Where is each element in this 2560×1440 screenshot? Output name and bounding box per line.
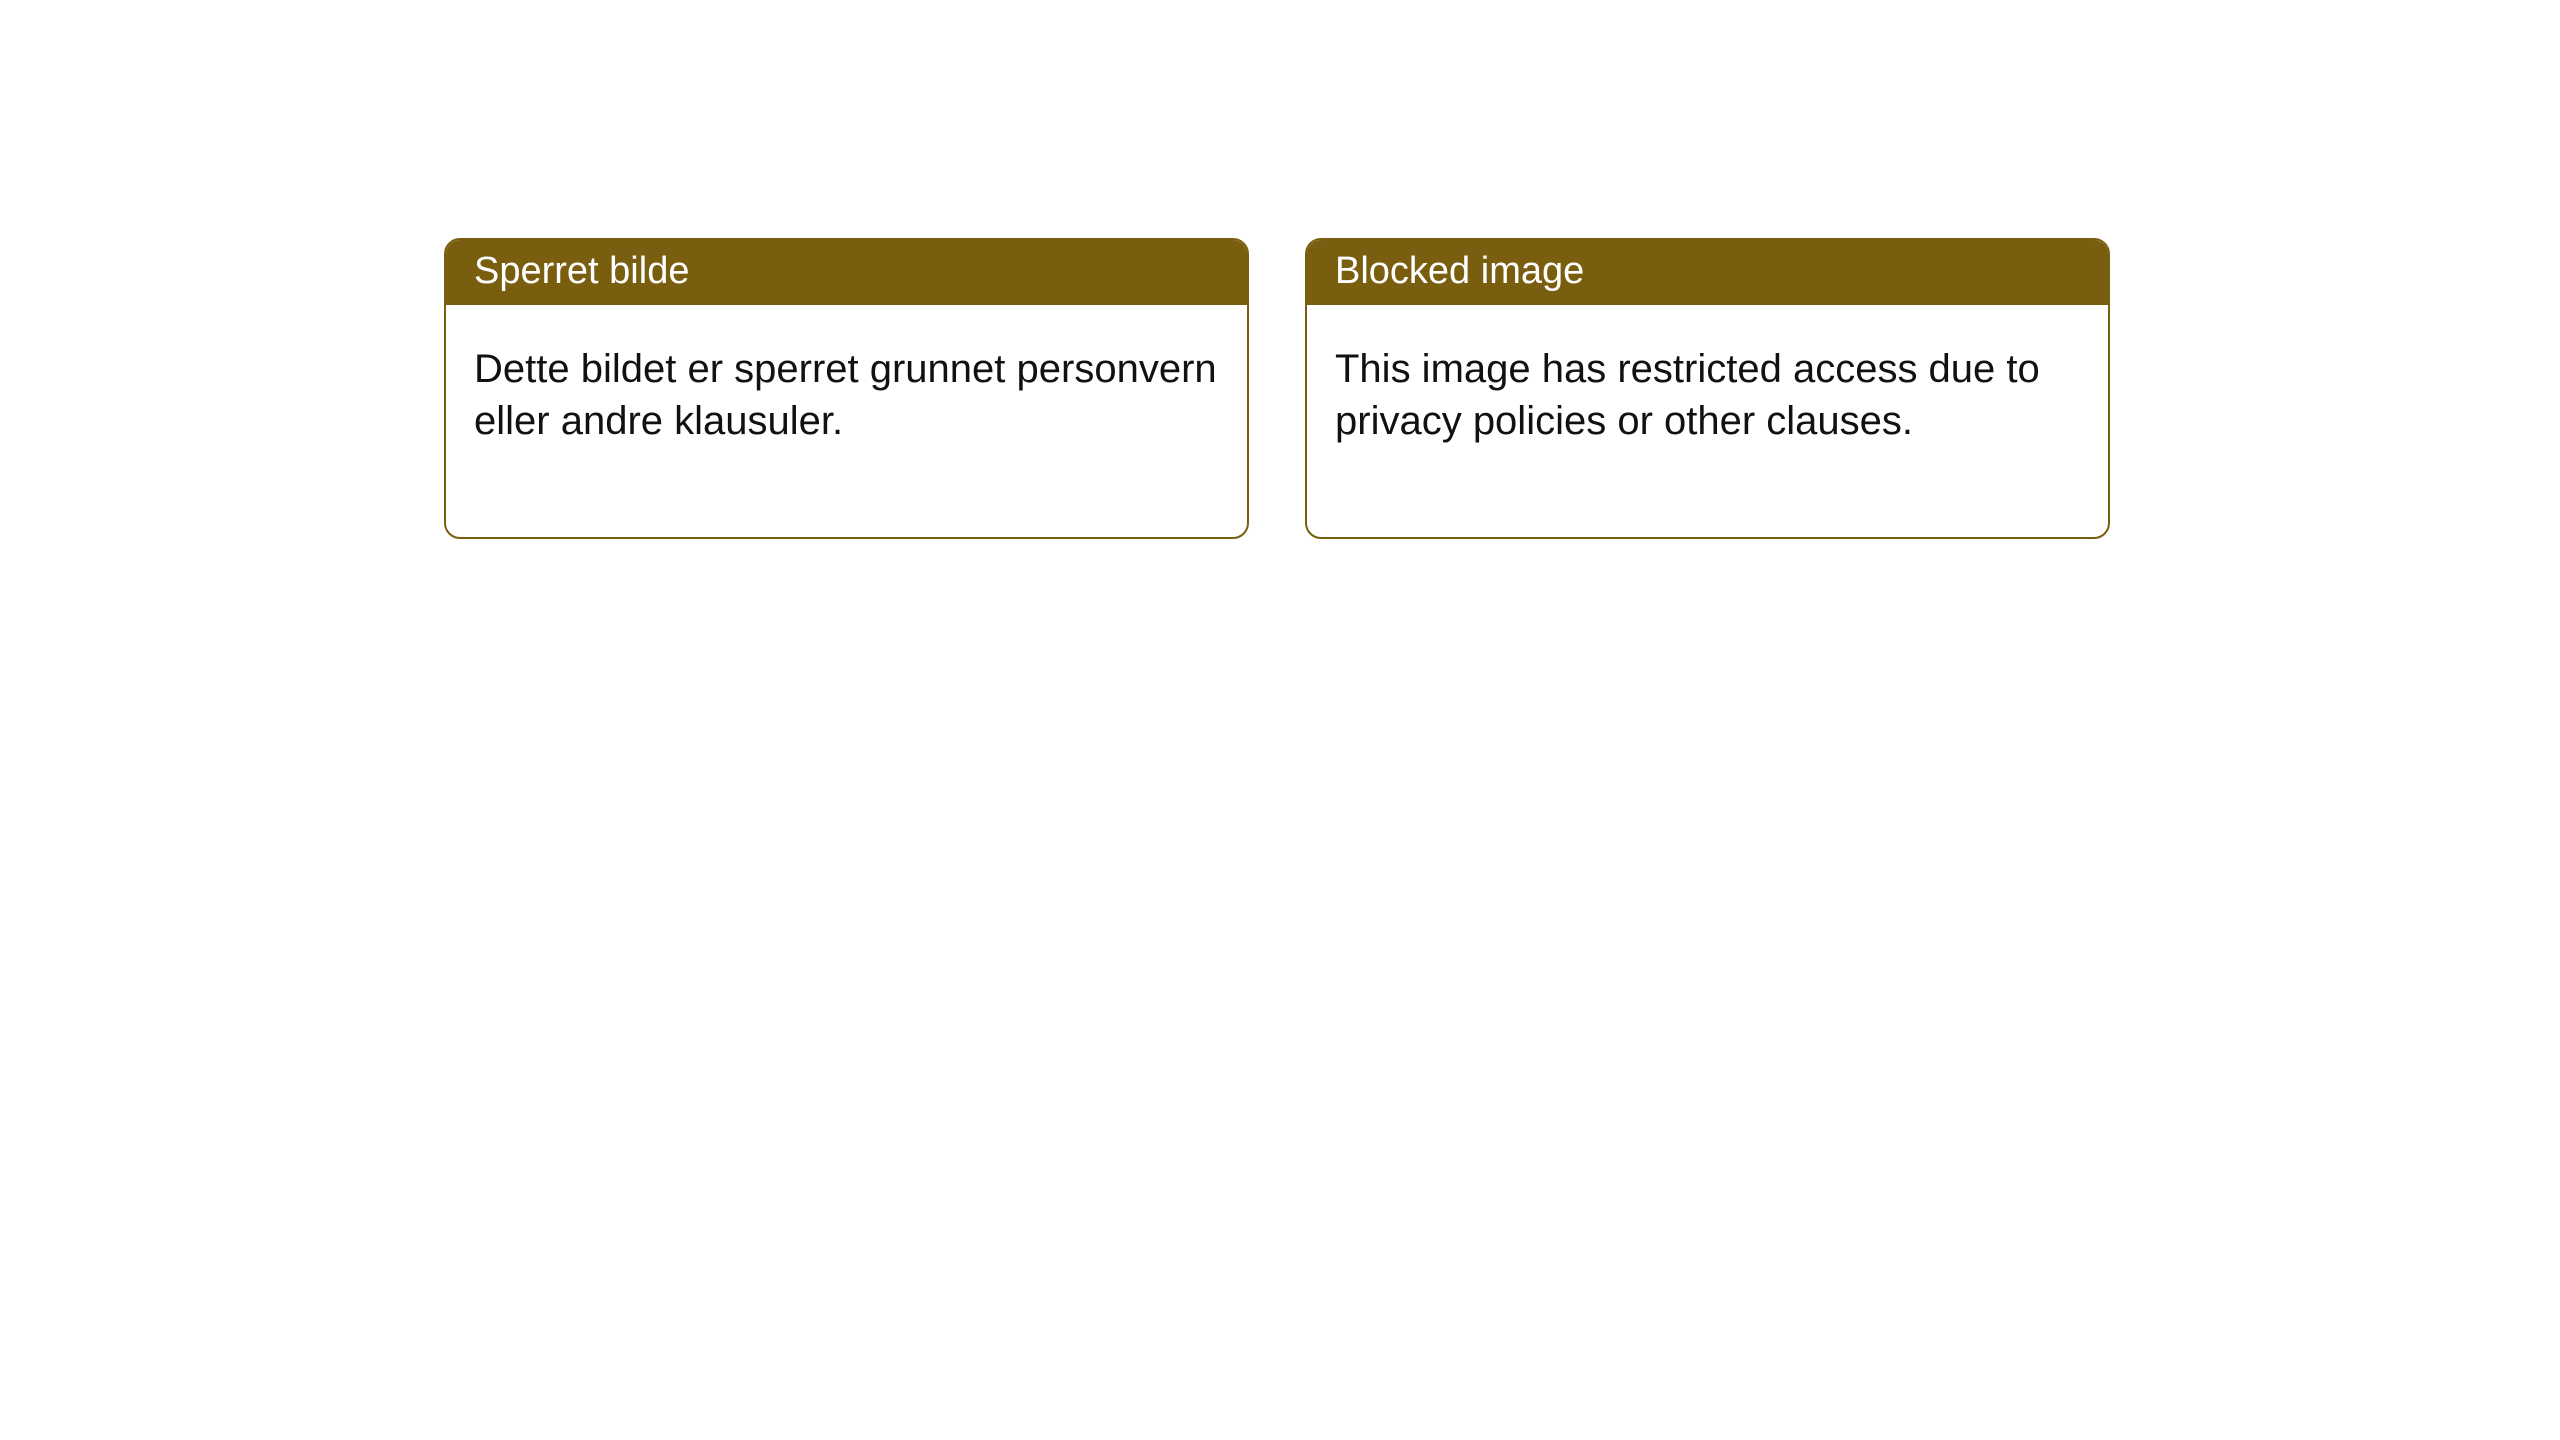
notice-container: Sperret bilde Dette bildet er sperret gr… xyxy=(0,0,2560,539)
card-body-english: This image has restricted access due to … xyxy=(1307,305,2108,537)
card-header-english: Blocked image xyxy=(1307,240,2108,305)
blocked-image-card-english: Blocked image This image has restricted … xyxy=(1305,238,2110,539)
blocked-image-card-norwegian: Sperret bilde Dette bildet er sperret gr… xyxy=(444,238,1249,539)
card-body-norwegian: Dette bildet er sperret grunnet personve… xyxy=(446,305,1247,537)
card-header-norwegian: Sperret bilde xyxy=(446,240,1247,305)
